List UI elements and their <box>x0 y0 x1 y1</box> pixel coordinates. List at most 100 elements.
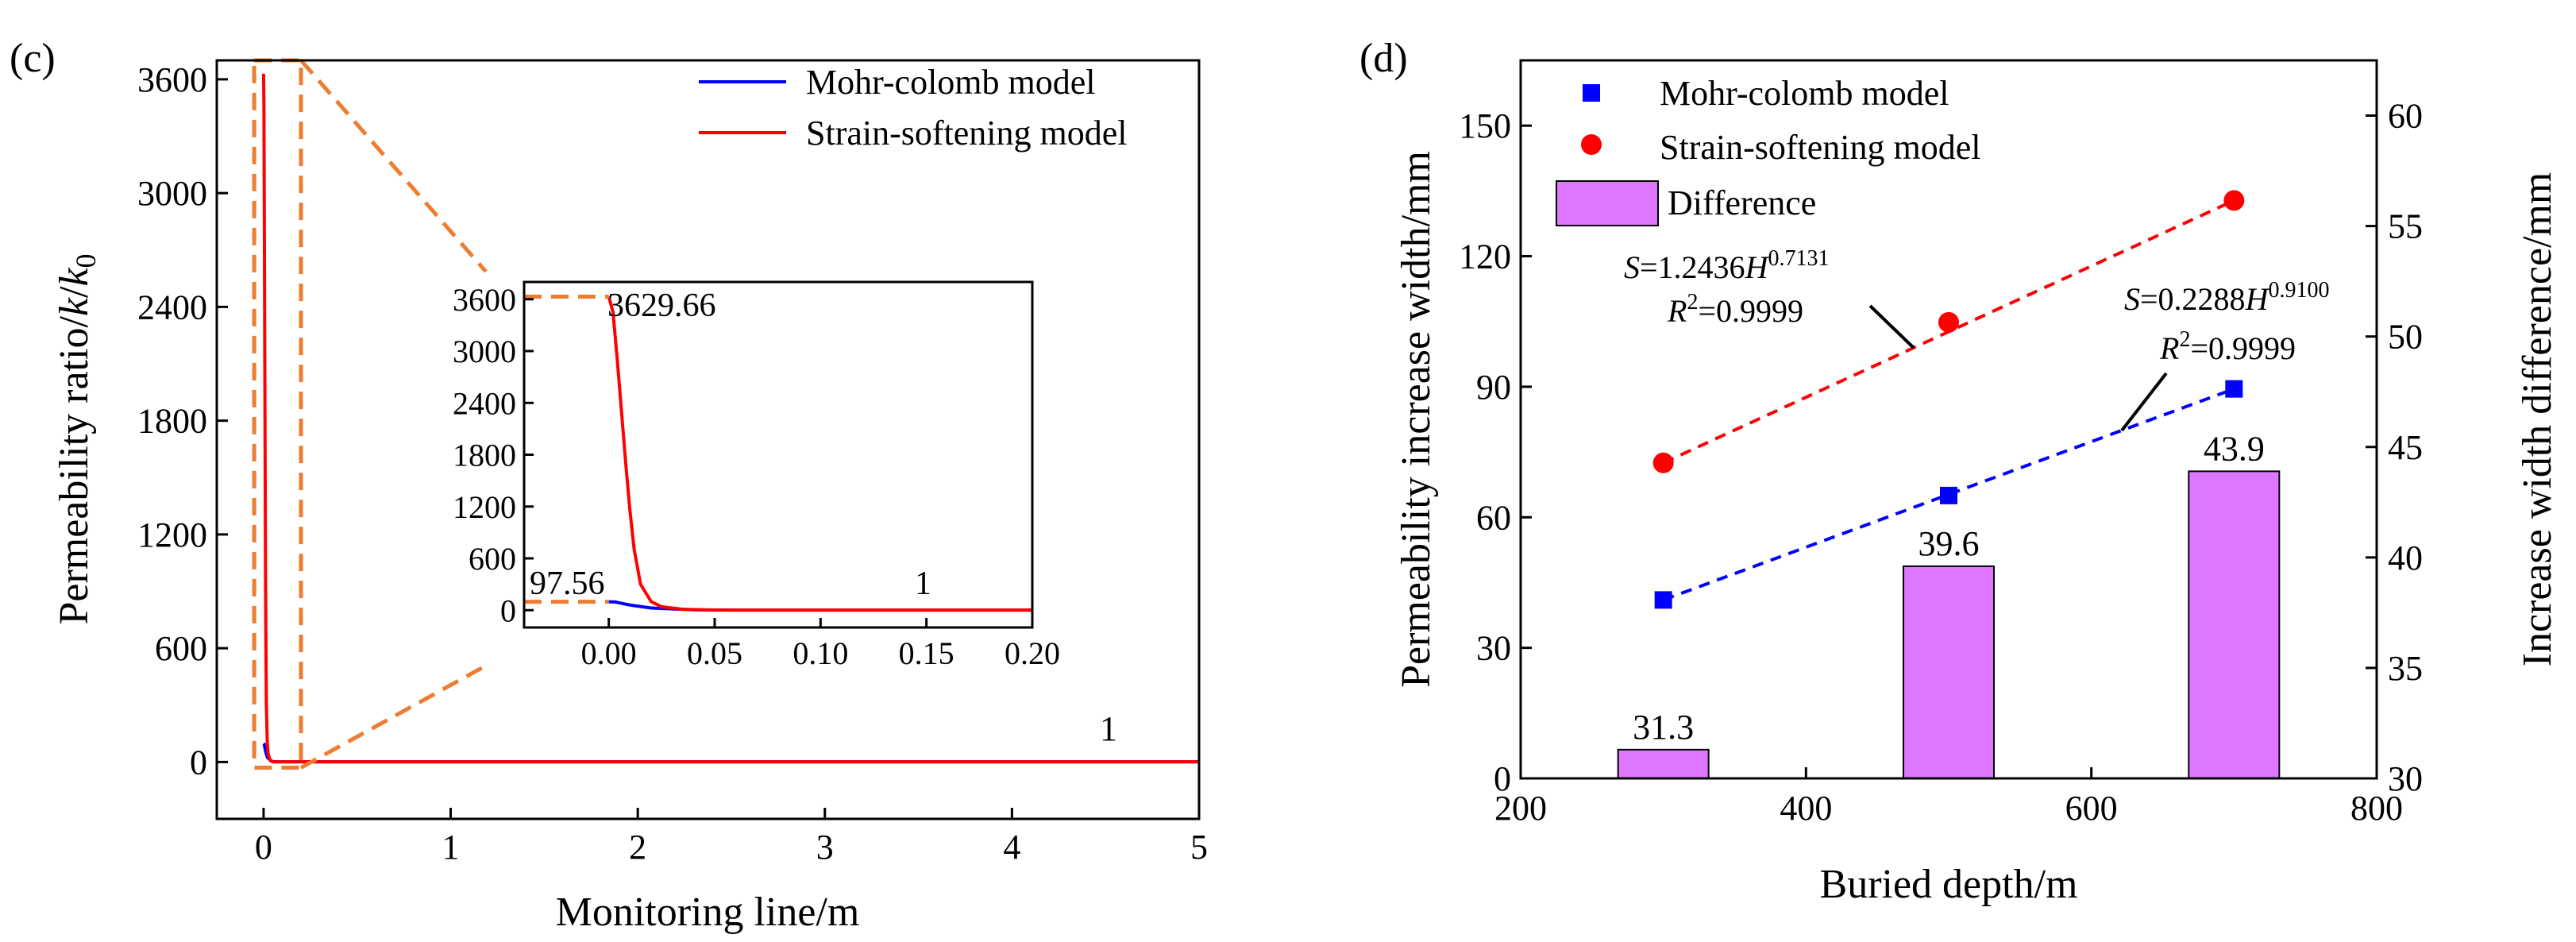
inset-y-tick-label: 0 <box>500 593 516 628</box>
zoom-connector-upper <box>299 59 488 273</box>
panel-c-y-tick-label: 3600 <box>137 60 207 99</box>
inset-x-tick-label: 0.20 <box>1005 635 1060 671</box>
difference-bar-label: 39.6 <box>1919 524 1980 563</box>
panel-d-left-tick-label: 0 <box>1494 759 1511 798</box>
data-points <box>1652 190 2245 609</box>
panel-c-y-tick-label: 2400 <box>137 288 207 326</box>
legend-label-mohr-colomb-d: Mohr-colomb model <box>1660 74 1949 113</box>
inset-background <box>524 282 1032 627</box>
fit-red-r2: R2=0.9999 <box>1667 290 1803 329</box>
legend-label-strain-softening-d: Strain-softening model <box>1660 128 1981 167</box>
panel-d-legend: Mohr-colomb model Strain-softening model… <box>1556 74 1981 226</box>
legend-label-difference: Difference <box>1668 183 1816 222</box>
difference-bar <box>2188 470 2281 779</box>
zoom-connector-lower <box>299 663 488 770</box>
inset-y-tick-label: 3000 <box>453 334 516 369</box>
inset-y-tick-label: 2400 <box>453 385 516 421</box>
point-mohr-colomb <box>1654 591 1672 609</box>
fit-blue-r2: R2=0.9999 <box>2159 327 2296 366</box>
point-strain-softening <box>2223 190 2245 211</box>
legend-marker-mohr-colomb <box>1583 84 1600 102</box>
fit-red-pointer <box>1868 304 1915 349</box>
inset-y-tick-label: 600 <box>469 541 516 577</box>
legend-label-strain-softening: Strain-softening model <box>806 114 1128 152</box>
point-strain-softening <box>1938 311 1959 333</box>
inset-y-tick-label: 1200 <box>453 489 516 525</box>
legend-swatch-difference <box>1556 180 1659 226</box>
fit-line-mohr-colomb <box>1662 387 2235 602</box>
panel-d-x-tick-label: 600 <box>2065 789 2118 828</box>
panel-c-x-tick-label: 5 <box>1190 828 1208 867</box>
panel-c-x-axis-label: Monitoring line/m <box>556 890 860 935</box>
panel-d-x-tick-label: 200 <box>1494 789 1547 828</box>
panel-c-y-tick-label: 600 <box>155 629 207 668</box>
panel-d-ticks: 200 400 600 800 0 30 60 90 120 150 30 35 40 45 50 55 60 <box>1459 97 2423 828</box>
difference-bar <box>1903 565 1995 779</box>
panel-d-right-tick-label: 50 <box>2388 318 2423 357</box>
inset-x-tick-label: 0.10 <box>792 635 848 671</box>
panel-d-left-tick-label: 90 <box>1476 368 1511 407</box>
panel-d-right-tick-label: 35 <box>2388 649 2423 688</box>
panel-d: (d) 31.3 39.6 43.9 200 400 600 800 0 30 60 90 120 1… <box>1359 36 2560 907</box>
inset-x-tick-label: 0.05 <box>687 635 742 671</box>
panel-c-x-tick-label: 1 <box>442 828 460 867</box>
inset-ticks: 0.00 0.05 0.10 0.15 0.20 0 600 1200 1800 2400 3000… <box>453 282 1060 671</box>
point-mohr-colomb <box>1940 486 1957 504</box>
panel-c-x-tick-label: 3 <box>816 828 834 867</box>
fit-red-equation: S=1.2436H0.7131 <box>1624 246 1829 285</box>
panel-c-ticks: 0 1 2 3 4 5 0 600 1200 1800 2400 3000 3600 <box>137 60 1208 867</box>
difference-bar-label: 31.3 <box>1633 708 1694 747</box>
panel-d-right-tick-label: 30 <box>2388 759 2423 798</box>
inset-end-label: 1 <box>915 566 931 602</box>
panel-c-y-tick-label: 0 <box>190 743 207 782</box>
panel-d-x-tick-label: 400 <box>1780 789 1832 828</box>
difference-bar-label: 43.9 <box>2204 429 2265 468</box>
panel-d-y-axis-label-left: Permeability increase width/mm <box>1394 151 1439 688</box>
legend-marker-strain-softening <box>1581 134 1602 155</box>
panel-c-y-tick-label: 1200 <box>137 515 207 554</box>
panel-c-y-axis-label: Permeability ratio/k/k0 <box>52 253 102 624</box>
panel-d-x-tick-label: 800 <box>2350 789 2403 828</box>
panel-d-y-axis-label-right: Increase width difference/mm <box>2515 172 2560 667</box>
panel-d-left-tick-label: 60 <box>1476 498 1511 537</box>
panel-d-right-tick-label: 45 <box>2388 428 2423 467</box>
panel-d-right-tick-label: 40 <box>2388 539 2423 577</box>
panel-d-left-tick-label: 120 <box>1459 237 1511 276</box>
panel-c-y-tick-label: 3000 <box>137 174 207 213</box>
panel-c-y-tick-label: 1800 <box>137 402 207 441</box>
panel-c-x-tick-label: 2 <box>629 828 646 867</box>
panel-d-left-tick-label: 150 <box>1459 106 1511 145</box>
legend-label-mohr-colomb: Mohr-colomb model <box>806 63 1096 102</box>
panel-d-right-tick-label: 60 <box>2388 97 2423 136</box>
series-line-mohr-colomb <box>262 742 1199 764</box>
fit-blue-pointer <box>2120 372 2168 432</box>
panel-c-end-label: 1 <box>1100 709 1117 748</box>
panel-c-x-tick-label: 4 <box>1003 828 1020 867</box>
series-line-strain-softening <box>261 73 1199 764</box>
inset-low-label: 97.56 <box>530 566 605 602</box>
panel-c-label: (c) <box>10 36 56 81</box>
point-mohr-colomb <box>2225 380 2243 398</box>
inset-x-tick-label: 0.00 <box>581 635 637 671</box>
panel-c-plot-frame <box>215 59 1201 820</box>
inset-chart: 0.00 0.05 0.10 0.15 0.20 0 600 1200 1800 2400 3000… <box>453 280 1060 671</box>
inset-x-tick-label: 0.15 <box>899 635 954 671</box>
panel-c: (c) 0 1 2 3 4 5 0 600 1200 1800 2400 3000 3600 1 Mon… <box>10 36 1208 935</box>
panel-c-legend: Mohr-colomb model Strain-softening model <box>699 63 1128 152</box>
difference-bar <box>1617 748 1710 780</box>
inset-y-tick-label: 1800 <box>453 438 516 473</box>
panel-d-plot-frame <box>1519 59 2378 780</box>
panel-d-left-tick-label: 30 <box>1476 629 1511 668</box>
inset-peak-label: 3629.66 <box>607 288 716 324</box>
difference-bars: 31.3 39.6 43.9 <box>1617 429 2281 780</box>
inset-series-line-strain-softening <box>607 295 1032 612</box>
panel-d-right-tick-label: 55 <box>2388 207 2423 246</box>
point-strain-softening <box>1652 452 1674 473</box>
panel-d-x-axis-label: Buried depth/m <box>1820 862 2078 907</box>
panel-c-x-tick-label: 0 <box>255 828 272 867</box>
fit-blue-equation: S=0.2288H0.9100 <box>2124 278 2329 317</box>
inset-y-tick-label: 3600 <box>453 282 516 318</box>
panel-d-label: (d) <box>1359 36 1408 81</box>
zoom-highlight-box <box>252 58 303 770</box>
